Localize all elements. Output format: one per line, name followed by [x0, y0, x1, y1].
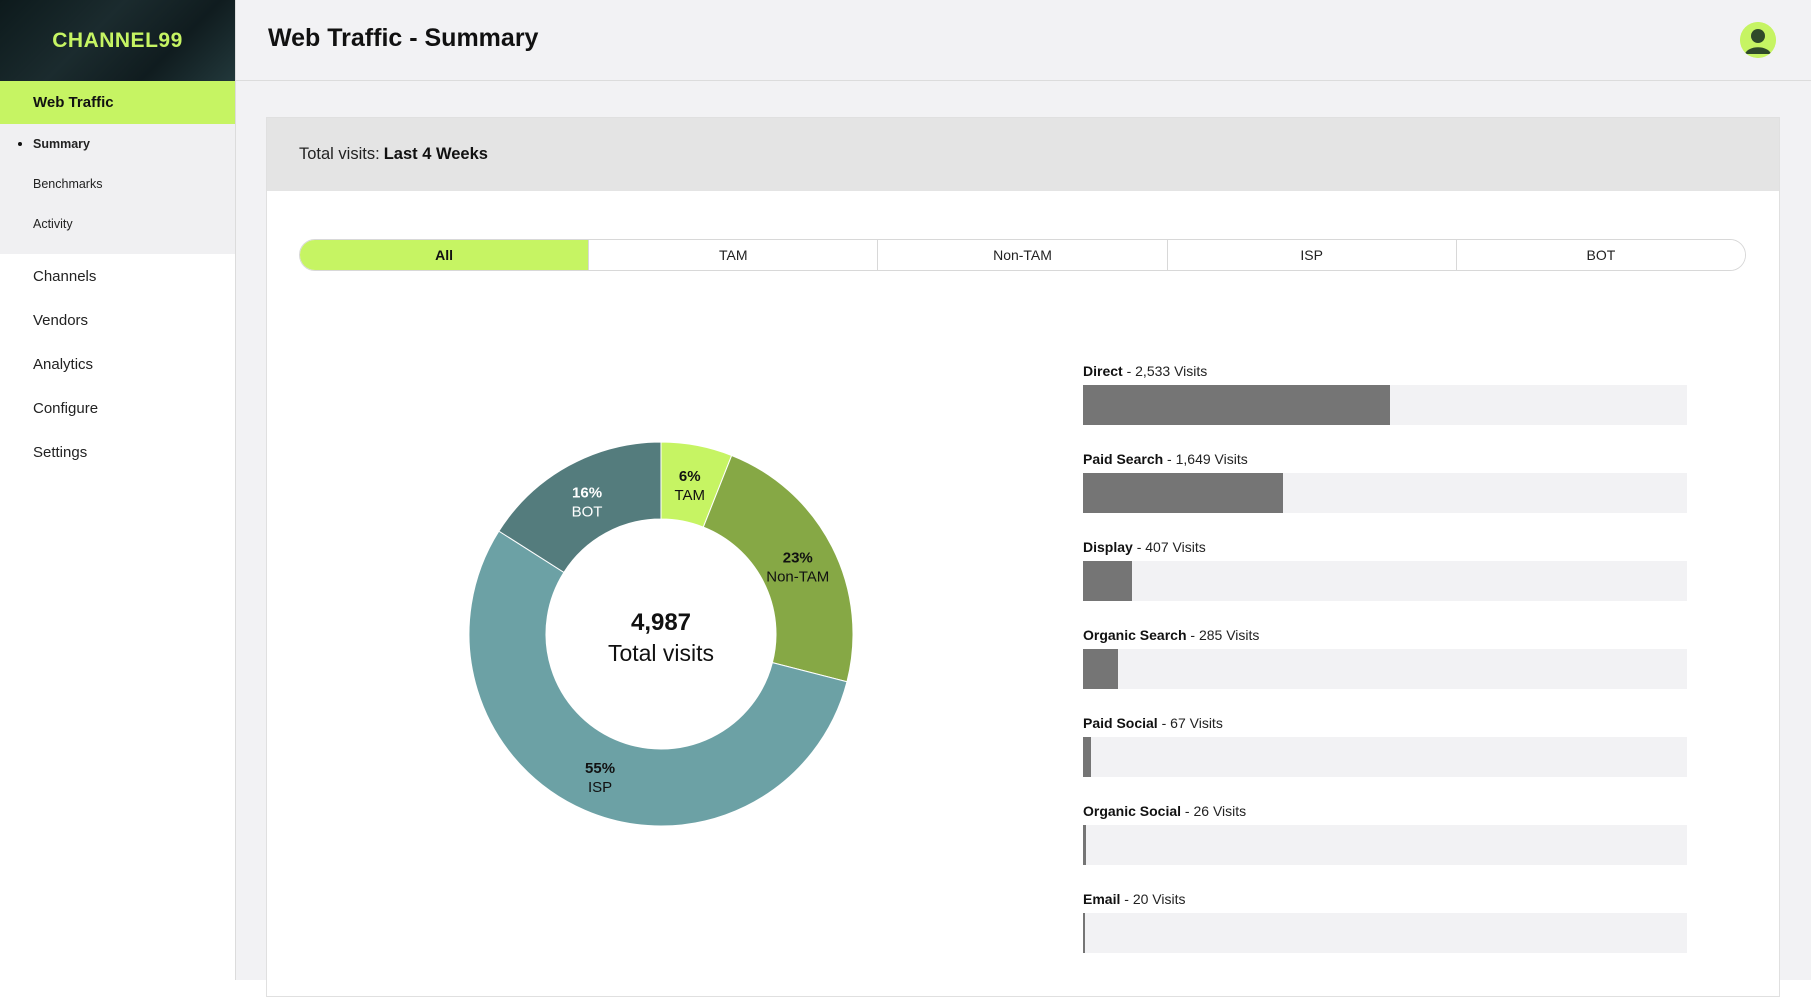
bar-track-organic-search	[1083, 649, 1687, 689]
bar-value-email: 20 Visits	[1132, 891, 1186, 907]
bar-row-organic-social: Organic Social - 26 Visits	[1083, 803, 1687, 891]
bar-fill-organic-social	[1083, 825, 1086, 865]
bar-label-email: Email - 20 Visits	[1083, 891, 1687, 913]
bar-fill-direct	[1083, 385, 1390, 425]
logo[interactable]: CHANNEL99	[52, 28, 183, 52]
bar-fill-email	[1083, 913, 1085, 953]
donut-center-value: 4,987	[631, 609, 691, 636]
sidebar-item-configure[interactable]: Configure	[33, 399, 99, 417]
bar-category-paid-search: Paid Search	[1083, 451, 1164, 467]
sidebar-item-channels[interactable]: Channels	[33, 267, 97, 285]
tab-all[interactable]: All	[300, 240, 589, 270]
bar-value-paid-search: 1,649 Visits	[1175, 451, 1248, 467]
total-visits-prefix: Total visits:	[299, 145, 380, 163]
donut-name-label-isp: ISP	[588, 779, 612, 796]
sidebar: CHANNEL99 Web Traffic Summary Benchmarks…	[0, 0, 236, 980]
bar-track-email	[1083, 913, 1687, 953]
donut-percent-label-isp: 55%	[585, 760, 615, 777]
bar-separator: -	[1132, 539, 1146, 555]
bar-separator: -	[1186, 627, 1199, 643]
period-label: Last 4 Weeks	[383, 145, 488, 163]
bar-category-display: Display	[1083, 539, 1133, 555]
donut-name-label-bot: BOT	[572, 503, 603, 520]
top-header: Web Traffic - Summary	[236, 0, 1811, 81]
bar-label-organic-search: Organic Search - 285 Visits	[1083, 627, 1687, 649]
bar-value-paid-social: 67 Visits	[1170, 715, 1223, 731]
bar-track-paid-search	[1083, 473, 1687, 513]
bar-label-direct: Direct - 2,533 Visits	[1083, 363, 1687, 385]
bar-track-organic-social	[1083, 825, 1687, 865]
main-content: Total visits: Last 4 Weeks All TAM Non-T…	[236, 81, 1811, 997]
bar-category-organic-search: Organic Search	[1083, 627, 1187, 643]
bar-separator: -	[1163, 451, 1176, 467]
segment-tabs: All TAM Non-TAM ISP BOT	[299, 239, 1746, 271]
brand-header: CHANNEL99	[0, 0, 235, 81]
bar-label-paid-search: Paid Search - 1,649 Visits	[1083, 451, 1687, 473]
sidebar-item-analytics[interactable]: Analytics	[33, 355, 94, 373]
bar-value-organic-social: 26 Visits	[1193, 803, 1247, 819]
sidebar-subitem-benchmarks[interactable]: Benchmarks	[33, 177, 103, 191]
donut-slice-non-tam[interactable]	[702, 454, 854, 683]
bar-row-direct: Direct - 2,533 Visits	[1083, 363, 1687, 451]
channel-bar-chart: Direct - 2,533 Visits Paid Search - 1,649…	[1083, 363, 1687, 979]
donut-name-label-non-tam: Non-TAM	[766, 568, 829, 585]
bar-fill-display	[1083, 561, 1132, 601]
user-silhouette-icon	[1740, 22, 1776, 58]
tab-non-tam[interactable]: Non-TAM	[877, 240, 1167, 270]
donut-center-label: Total visits	[608, 640, 714, 666]
bar-row-organic-search: Organic Search - 285 Visits	[1083, 627, 1687, 715]
tab-bot[interactable]: BOT	[1455, 240, 1745, 270]
bar-value-display: 407 Visits	[1145, 539, 1206, 555]
bar-fill-paid-search	[1083, 473, 1283, 513]
donut-percent-label-non-tam: 23%	[783, 549, 813, 566]
donut-percent-label-bot: 16%	[572, 484, 602, 501]
bar-separator: -	[1157, 715, 1171, 731]
sidebar-subitem-activity[interactable]: Activity	[33, 217, 73, 231]
donut-chart-svg: 6% TAM 23% Non-TAM 55% ISP 16% BOT 4,987 Total vi…	[468, 441, 854, 827]
bar-label-display: Display - 407 Visits	[1083, 539, 1687, 561]
page-title: Web Traffic - Summary	[268, 24, 539, 52]
bar-track-direct	[1083, 385, 1687, 425]
bar-track-display	[1083, 561, 1687, 601]
card-header: Total visits: Last 4 Weeks	[267, 118, 1779, 191]
bar-value-direct: 2,533 Visits	[1135, 363, 1208, 379]
bar-row-paid-social: Paid Social - 67 Visits	[1083, 715, 1687, 803]
bar-separator: -	[1181, 803, 1194, 819]
bar-separator: -	[1122, 363, 1136, 379]
bar-separator: -	[1120, 891, 1133, 907]
sidebar-subitem-summary[interactable]: Summary	[0, 124, 235, 164]
bar-row-display: Display - 407 Visits	[1083, 539, 1687, 627]
sidebar-item-vendors[interactable]: Vendors	[33, 311, 89, 329]
bar-fill-paid-social	[1083, 737, 1091, 777]
bar-category-organic-social: Organic Social	[1083, 803, 1182, 819]
bar-value-organic-search: 285 Visits	[1198, 627, 1260, 643]
bar-track-paid-social	[1083, 737, 1687, 777]
bar-category-direct: Direct	[1083, 363, 1123, 379]
user-avatar-icon[interactable]	[1740, 22, 1776, 58]
bar-fill-organic-search	[1083, 649, 1118, 689]
bar-category-email: Email	[1083, 891, 1121, 907]
sidebar-item-settings[interactable]: Settings	[33, 443, 88, 461]
bar-label-organic-social: Organic Social - 26 Visits	[1083, 803, 1687, 825]
summary-card: Total visits: Last 4 Weeks All TAM Non-T…	[266, 117, 1780, 997]
donut-name-label-tam: TAM	[674, 487, 705, 504]
donut-chart: 6% TAM 23% Non-TAM 55% ISP 16% BOT 4,987 Total vi…	[438, 411, 884, 857]
web-traffic-nav-group: Web Traffic Summary Benchmarks Activity	[0, 81, 235, 254]
bar-category-paid-social: Paid Social	[1083, 715, 1158, 731]
donut-percent-label-tam: 6%	[679, 468, 701, 485]
donut-slice-bot[interactable]	[498, 441, 662, 574]
bar-label-paid-social: Paid Social - 67 Visits	[1083, 715, 1687, 737]
tab-isp[interactable]: ISP	[1166, 240, 1456, 270]
sidebar-item-web-traffic[interactable]: Web Traffic	[0, 81, 235, 124]
tab-tam[interactable]: TAM	[588, 240, 878, 270]
bar-row-email: Email - 20 Visits	[1083, 891, 1687, 979]
bar-row-paid-search: Paid Search - 1,649 Visits	[1083, 451, 1687, 539]
donut-slice-isp[interactable]	[468, 530, 848, 827]
